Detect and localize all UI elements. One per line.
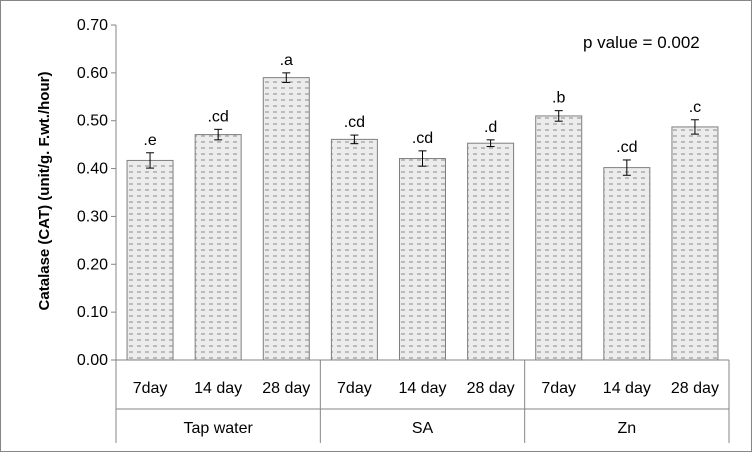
significance-label: .cd <box>207 108 228 125</box>
significance-label: .b <box>552 90 565 107</box>
category-label: 14 day <box>194 380 242 397</box>
category-label: 7day <box>133 380 168 397</box>
significance-label: .e <box>143 132 156 149</box>
category-label: 28 day <box>671 380 719 397</box>
bar <box>671 126 719 361</box>
y-tick-label: 0.00 <box>77 352 108 369</box>
bar <box>535 115 583 361</box>
y-axis-label: Catalase (CAT) (unit/g. F.wt./hour) <box>36 72 53 311</box>
bar <box>330 138 378 361</box>
significance-label: .cd <box>616 139 637 156</box>
y-tick-label: 0.40 <box>77 161 108 178</box>
category-label: 28 day <box>262 380 310 397</box>
significance-label: .a <box>280 52 293 69</box>
bar <box>262 77 310 361</box>
axis-labels: 0.00 0.10 0.20 0.30 0.40 0.50 0.60 0.70 .e 7day .c… <box>77 17 719 437</box>
y-tick-label: 0.70 <box>77 17 108 34</box>
category-label: 7day <box>337 380 372 397</box>
bar <box>126 159 174 361</box>
group-label: Zn <box>617 420 636 437</box>
y-tick-label: 0.50 <box>77 113 108 130</box>
y-tick-label: 0.20 <box>77 256 108 273</box>
bar <box>194 134 242 361</box>
significance-label: .c <box>689 99 701 116</box>
category-label: 14 day <box>398 380 446 397</box>
significance-label: .cd <box>344 114 365 131</box>
bars <box>126 72 719 361</box>
category-label: 28 day <box>467 380 515 397</box>
bar <box>399 158 446 361</box>
category-label: 7day <box>541 380 576 397</box>
significance-label: .d <box>484 119 497 136</box>
y-tick-label: 0.30 <box>77 208 108 225</box>
y-tick-label: 0.10 <box>77 304 108 321</box>
bar <box>603 167 651 361</box>
bar <box>467 142 515 361</box>
significance-label: .cd <box>412 130 433 147</box>
group-label: Tap water <box>183 420 253 437</box>
category-label: 14 day <box>603 380 651 397</box>
p-value-annotation: p value = 0.002 <box>583 33 700 52</box>
group-label: SA <box>412 420 434 437</box>
y-tick-label: 0.60 <box>77 65 108 82</box>
